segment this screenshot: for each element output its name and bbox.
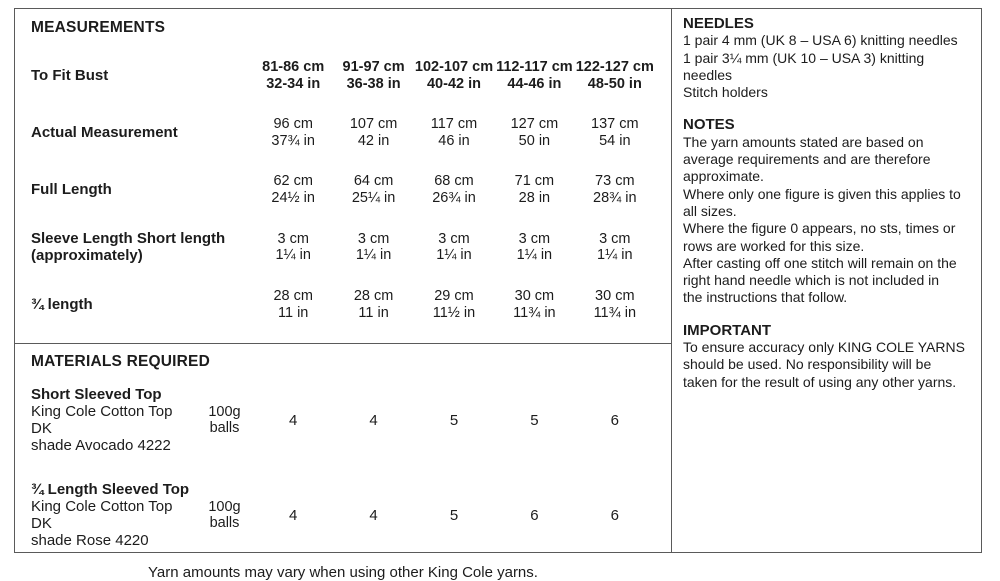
needles-title: NEEDLES	[683, 15, 754, 32]
measurement-value-cell: 71 cm 28 in	[514, 173, 555, 206]
measurements-section: MEASUREMENTS To Fit Bust 81-86 cm 32-34 i…	[15, 9, 671, 344]
important-text: To ensure accuracy only KING COLE YARNS …	[683, 339, 965, 390]
notes-text: The yarn amounts stated are based on ave…	[683, 133, 961, 306]
size-header-cell: 122-127 cm 48-50 in	[575, 59, 654, 92]
row-label: Sleeve Length Short length (approximatel…	[31, 230, 226, 264]
measurement-value-cell: 30 cm 11¾ in	[513, 288, 556, 321]
measurement-value-cell: 3 cm 1¼ in	[436, 230, 472, 264]
row-label: ¾ length	[31, 296, 93, 313]
measurement-value-cell: 73 cm 28¾ in	[593, 173, 637, 206]
measurement-value-cell: 3 cm 1¼ in	[275, 230, 311, 264]
measurements-table: To Fit Bust 81-86 cm 32-34 in 91-97 cm 36-…	[31, 59, 655, 321]
measurement-row: Sleeve Length Short length (approximatel…	[31, 230, 655, 264]
material-description: King Cole Cotton Top DK shade Avocado 42…	[31, 403, 173, 454]
material-quantity: 5	[449, 506, 459, 524]
needles-section: NEEDLES 1 pair 4 mm (UK 8 – USA 6) knitt…	[683, 15, 973, 101]
material-quantity: 6	[530, 506, 539, 524]
material-description: King Cole Cotton Top DK shade Rose 4220	[31, 498, 173, 549]
important-section: IMPORTANT To ensure accuracy only KING C…	[683, 322, 973, 391]
materials-table: Short Sleeved Top King Cole Cotton Top DK…	[31, 386, 655, 549]
material-unit: 100g balls	[208, 404, 241, 436]
measurement-row: Actual Measurement 96 cm 37¾ in 107 cm 42 …	[31, 116, 655, 149]
size-header-cell: 112-117 cm 44-46 in	[496, 59, 573, 92]
size-header-cell: 102-107 cm 40-42 in	[414, 59, 494, 92]
material-quantity: 4	[369, 411, 378, 429]
measurement-value-cell: 62 cm 24½ in	[271, 173, 315, 206]
material-name: ¾ Length Sleeved Top	[31, 481, 190, 498]
material-quantity: 6	[610, 506, 619, 524]
materials-title: MATERIALS REQUIRED	[31, 353, 210, 370]
measurement-value-cell: 127 cm 50 in	[510, 116, 559, 149]
material-quantity: 4	[289, 506, 298, 524]
material-quantity: 4	[369, 506, 378, 524]
pattern-info-sheet: MEASUREMENTS To Fit Bust 81-86 cm 32-34 i…	[14, 8, 982, 581]
size-header-cell: 81-86 cm 32-34 in	[262, 59, 325, 92]
material-row: ¾ Length Sleeved Top King Cole Cotton Top…	[31, 481, 655, 549]
row-label: Actual Measurement	[31, 124, 178, 141]
material-quantity: 6	[610, 411, 619, 429]
measurement-value-cell: 3 cm 1¼ in	[597, 230, 633, 264]
row-label: Full Length	[31, 181, 112, 198]
measurement-row: ¾ length 28 cm 11 in 28 cm 11 in 29 cm 11½ …	[31, 288, 655, 321]
material-quantity: 5	[530, 411, 539, 429]
important-title: IMPORTANT	[683, 321, 772, 339]
notes-section: NOTES The yarn amounts stated are based …	[683, 116, 973, 306]
material-label: ¾ Length Sleeved Top King Cole Cotton Top…	[31, 481, 196, 549]
needles-text: 1 pair 4 mm (UK 8 – USA 6) knitting need…	[683, 32, 958, 101]
right-column: NEEDLES 1 pair 4 mm (UK 8 – USA 6) knitt…	[672, 9, 981, 552]
measurement-value-cell: 29 cm 11½ in	[432, 288, 476, 321]
row-label: To Fit Bust	[31, 67, 109, 84]
material-unit: 100g balls	[208, 499, 241, 531]
material-quantity: 5	[449, 411, 459, 429]
measurement-value-cell: 30 cm 11¾ in	[593, 288, 637, 321]
left-column: MEASUREMENTS To Fit Bust 81-86 cm 32-34 i…	[15, 9, 672, 581]
measurement-value-cell: 68 cm 26¾ in	[432, 173, 476, 206]
size-header-row: To Fit Bust 81-86 cm 32-34 in 91-97 cm 36-…	[31, 59, 655, 92]
material-quantity: 4	[289, 411, 298, 429]
yarn-footnote: Yarn amounts may vary when using other K…	[148, 564, 538, 581]
measurement-row: Full Length 62 cm 24½ in 64 cm 25¼ in 68 cm…	[31, 173, 655, 206]
notes-title: NOTES	[683, 116, 735, 134]
measurement-value-cell: 3 cm 1¼ in	[516, 230, 553, 264]
material-label: Short Sleeved Top King Cole Cotton Top DK…	[31, 386, 196, 454]
material-row: Short Sleeved Top King Cole Cotton Top DK…	[31, 386, 655, 454]
measurement-value-cell: 64 cm 25¼ in	[351, 173, 396, 206]
measurement-value-cell: 107 cm 42 in	[349, 116, 398, 149]
materials-section: MATERIALS REQUIRED Short Sleeved Top King…	[15, 344, 671, 581]
measurement-value-cell: 117 cm 46 in	[430, 116, 478, 149]
measurements-title: MEASUREMENTS	[31, 19, 166, 36]
measurement-value-cell: 3 cm 1¼ in	[355, 230, 392, 264]
measurement-value-cell: 96 cm 37¾ in	[271, 116, 315, 149]
measurement-value-cell: 137 cm 54 in	[591, 116, 639, 149]
measurement-value-cell: 28 cm 11 in	[273, 288, 313, 321]
material-name: Short Sleeved Top	[31, 386, 162, 403]
size-header-cell: 91-97 cm 36-38 in	[342, 59, 405, 92]
measurement-value-cell: 28 cm 11 in	[353, 288, 394, 321]
